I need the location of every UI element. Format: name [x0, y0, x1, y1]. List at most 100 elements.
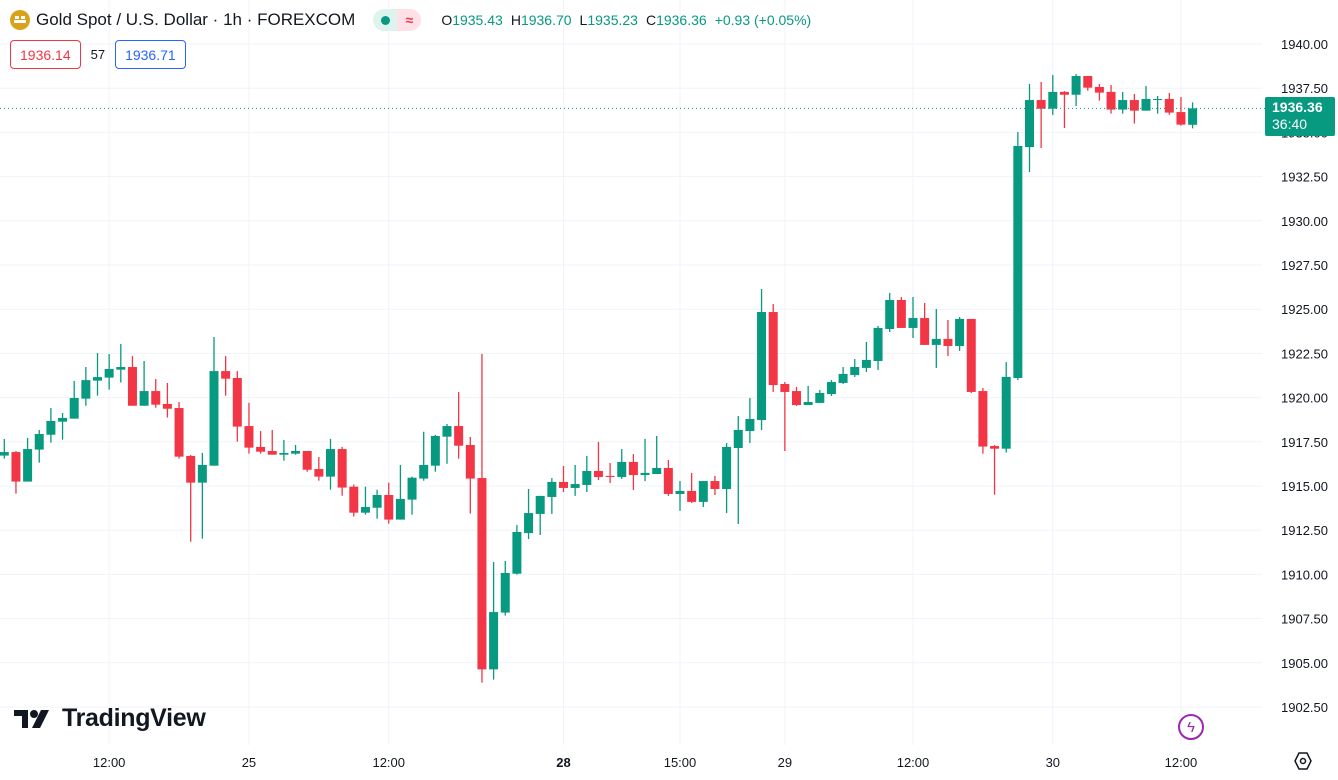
candle — [908, 297, 918, 339]
time-tick-label: 12:00 — [1165, 755, 1198, 770]
candle-body — [733, 429, 743, 448]
candle-body — [186, 455, 196, 483]
ohlc-values: O1935.43 H1936.70 L1935.23 C1936.36 +0.9… — [441, 12, 811, 28]
candle-body — [675, 490, 685, 494]
candle — [1013, 132, 1023, 381]
candle-body — [477, 478, 487, 670]
candle — [757, 289, 767, 430]
candle — [931, 309, 941, 368]
candle-body — [1083, 76, 1093, 88]
bar-countdown: 36:40 — [1272, 116, 1308, 132]
change-value: +0.93 (+0.05%) — [714, 12, 812, 28]
candle — [209, 336, 219, 466]
time-tick-label: 12:00 — [93, 755, 126, 770]
candle-body — [1141, 98, 1151, 111]
candle-body — [256, 446, 266, 452]
candle-body — [337, 449, 347, 488]
price-tick-label: 1902.50 — [1281, 700, 1328, 715]
candle — [0, 438, 9, 459]
candle-body — [69, 397, 79, 419]
candle — [151, 379, 161, 408]
candle-body — [931, 338, 941, 345]
candle — [663, 460, 673, 496]
candle-body — [570, 484, 580, 488]
candle-body — [792, 391, 801, 406]
candle-body — [838, 373, 848, 383]
candle-body — [780, 383, 790, 392]
candle-body — [244, 426, 254, 448]
candle — [838, 367, 848, 384]
time-axis[interactable]: 12:00 25 12:00 28 15:00 29 12:00 30 12:00 — [93, 755, 1197, 770]
candle — [861, 341, 871, 372]
candle-body — [419, 464, 429, 479]
candle-body — [1036, 100, 1046, 109]
symbol-title[interactable]: Gold Spot / U.S. Dollar · 1h · FOREXCOM — [36, 10, 356, 29]
candle — [279, 440, 289, 461]
candle — [430, 434, 440, 472]
candle — [815, 389, 825, 403]
candle-body — [372, 495, 382, 508]
candle — [232, 371, 242, 442]
candle-body — [430, 435, 440, 466]
candle — [512, 525, 522, 575]
lightning-icon[interactable]: ϟ — [1178, 714, 1204, 740]
candle-body — [1048, 91, 1058, 109]
candle-body — [23, 449, 33, 482]
candle — [593, 441, 603, 480]
candle — [652, 435, 662, 474]
candle — [302, 450, 312, 472]
gold-bars-icon — [10, 10, 30, 30]
logo-text: TradingView — [62, 704, 206, 732]
candle — [104, 353, 114, 390]
candle-body — [1118, 100, 1128, 110]
price-tick-label: 1905.00 — [1281, 656, 1328, 671]
candle-body — [1106, 91, 1116, 110]
candle — [93, 353, 102, 396]
settings-icon[interactable] — [1294, 751, 1312, 771]
candle — [873, 325, 883, 371]
candle — [850, 359, 860, 377]
sell-button[interactable]: 1936.14 — [10, 40, 81, 69]
candle — [768, 304, 778, 392]
tradingview-logo[interactable]: TradingView — [14, 704, 206, 733]
candle — [372, 489, 382, 519]
candle — [384, 482, 394, 524]
candle — [966, 318, 976, 394]
candle-body — [908, 318, 918, 328]
candle — [23, 437, 33, 482]
price-axis[interactable]: 1940.001937.501935.001932.501930.001927.… — [1281, 37, 1328, 715]
candle-body — [943, 338, 953, 346]
candle-body — [710, 481, 720, 490]
candle — [1059, 91, 1069, 128]
candle-body — [314, 469, 324, 477]
candle-body — [360, 507, 370, 513]
candle-body — [978, 391, 988, 447]
candle-body — [1001, 376, 1011, 449]
candle-body — [920, 318, 930, 345]
price-tick-label: 1940.00 — [1281, 37, 1328, 52]
candle — [1071, 74, 1081, 107]
status-pill[interactable]: ≈ — [373, 9, 422, 31]
open-value: 1935.43 — [452, 12, 503, 28]
candle-body — [966, 318, 976, 392]
candle-body — [58, 417, 68, 422]
candle — [221, 356, 231, 396]
price-tick-label: 1910.00 — [1281, 567, 1328, 582]
candle-body — [1176, 112, 1186, 125]
candle-body — [1129, 100, 1139, 111]
candle — [943, 319, 953, 357]
candle-body — [524, 513, 534, 534]
candle — [465, 437, 475, 514]
candle — [547, 478, 557, 514]
trade-buttons: 1936.14 57 1936.71 — [10, 40, 186, 69]
close-value: 1936.36 — [656, 12, 707, 28]
candle — [722, 443, 732, 514]
candle-body — [151, 391, 161, 405]
candle — [314, 457, 324, 481]
candle-body — [873, 327, 883, 362]
candle — [186, 455, 196, 542]
buy-button[interactable]: 1936.71 — [115, 40, 186, 69]
candle — [11, 450, 21, 494]
candle-body — [1153, 98, 1163, 100]
